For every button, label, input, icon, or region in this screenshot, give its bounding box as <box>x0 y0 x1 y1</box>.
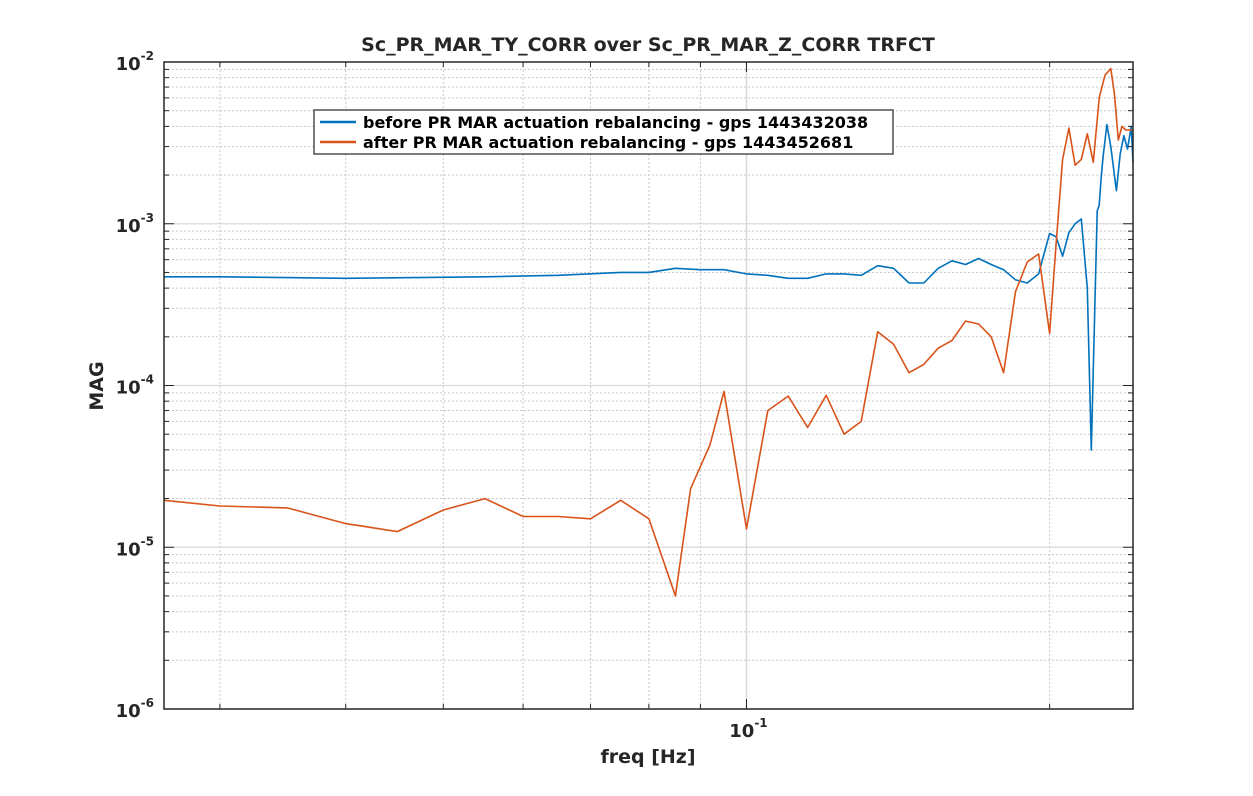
legend-label-2: after PR MAR actuation rebalancing - gps… <box>363 133 853 152</box>
y-tick-label: 10-2 <box>116 49 154 75</box>
series-line-2 <box>163 67 1133 597</box>
chart-title: Sc_PR_MAR_TY_CORR over Sc_PR_MAR_Z_CORR … <box>361 34 935 56</box>
y-tick-label: 10-6 <box>116 696 154 722</box>
grid <box>164 62 1133 710</box>
y-tick-label-exponent: -4 <box>141 373 154 387</box>
y-tick-label: 10-3 <box>116 211 154 237</box>
y-tick-label-exponent: -6 <box>141 696 154 710</box>
x-tick-label-exponent: -1 <box>754 716 767 730</box>
y-tick-label-base: 10 <box>116 378 141 399</box>
y-tick-label: 10-4 <box>116 373 154 399</box>
y-tick-label-base: 10 <box>116 539 141 560</box>
y-tick-label-base: 10 <box>116 54 141 75</box>
legend: before PR MAR actuation rebalancing - gp… <box>313 109 894 155</box>
series-group <box>163 67 1134 597</box>
x-tick-label: 10-1 <box>729 716 767 742</box>
y-tick-label-base: 10 <box>116 216 141 237</box>
series-line-1 <box>164 123 1134 451</box>
tick-labels: 10-610-510-410-310-210-1 <box>116 49 768 742</box>
y-tick-label-exponent: -3 <box>141 211 154 225</box>
legend-box <box>313 109 894 155</box>
y-tick-label-base: 10 <box>116 701 141 722</box>
y-tick-label-exponent: -2 <box>141 49 154 63</box>
y-tick-label: 10-5 <box>116 534 154 560</box>
axes <box>163 61 1134 710</box>
y-tick-label-exponent: -5 <box>141 534 154 548</box>
legend-label-1: before PR MAR actuation rebalancing - gp… <box>363 113 868 132</box>
x-tick-label-base: 10 <box>729 721 754 742</box>
x-axis-label: freq [Hz] <box>600 746 695 768</box>
y-axis-label: MAG <box>86 361 108 410</box>
